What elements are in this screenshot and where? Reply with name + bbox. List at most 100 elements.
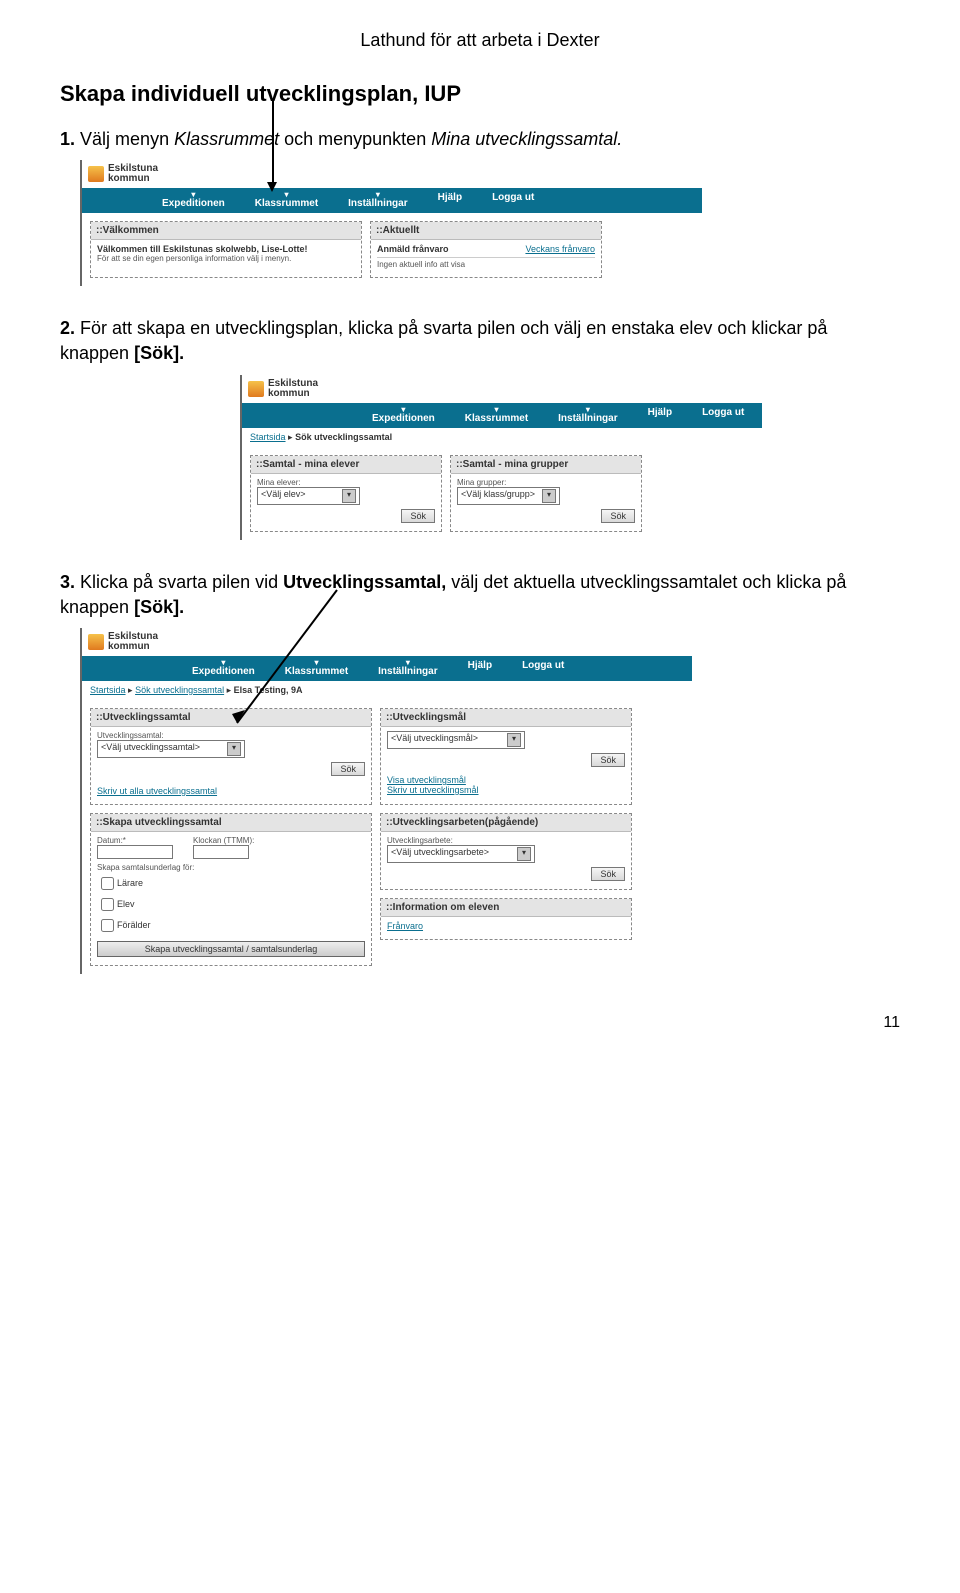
panel-mina-elever-hdr: ::Samtal - mina elever xyxy=(251,456,441,474)
doc-header: Lathund för att arbeta i Dexter xyxy=(60,30,900,51)
panel-mina-grupper: ::Samtal - mina grupper Mina grupper: <V… xyxy=(450,455,642,532)
nav-klassrummet[interactable]: Klassrummet xyxy=(255,192,318,209)
step-3-utv: Utvecklingssamtal, xyxy=(283,572,446,592)
panel-utvecklingsmal: ::Utvecklingsmål <Välj utvecklingsmål>▾ … xyxy=(380,708,632,805)
chevron-down-icon[interactable]: ▾ xyxy=(227,742,241,756)
chevron-down-icon[interactable]: ▾ xyxy=(542,489,556,503)
nav-installningar-3[interactable]: Inställningar xyxy=(378,660,437,677)
welcome-line-2: För att se din egen personliga informati… xyxy=(97,254,355,263)
nav-loggaut[interactable]: Logga ut xyxy=(492,192,534,209)
visa-mal-link[interactable]: Visa utvecklingsmål xyxy=(387,775,466,785)
step-1-text-b: och menypunkten xyxy=(279,129,431,149)
bc-startsida-3[interactable]: Startsida xyxy=(90,685,126,695)
step-2: 2. För att skapa en utvecklingsplan, kli… xyxy=(60,316,900,366)
step-1-mina: Mina utvecklingssamtal. xyxy=(431,129,622,149)
veckans-franvaro-link[interactable]: Veckans frånvaro xyxy=(525,244,595,254)
nav-hjalp-2[interactable]: Hjälp xyxy=(648,407,672,424)
sok-button-utv[interactable]: Sök xyxy=(331,762,365,776)
aktuellt-empty: Ingen aktuell info att visa xyxy=(377,257,595,269)
navbar-2: Expeditionen Klassrummet Inställningar H… xyxy=(242,403,762,428)
chk-foralder[interactable]: Förälder xyxy=(97,916,365,935)
mina-elever-lbl: Mina elever: xyxy=(257,478,435,487)
skapa-samtal-button[interactable]: Skapa utvecklingssamtal / samtalsunderla… xyxy=(97,941,365,957)
bc-current: Sök utvecklingssamtal xyxy=(295,432,392,442)
utv-lbl: Utvecklingssamtal: xyxy=(97,731,365,740)
sok-button-grupp[interactable]: Sök xyxy=(601,509,635,523)
panel-info-elev: ::Information om eleven Frånvaro xyxy=(380,898,632,940)
nav-loggaut-3[interactable]: Logga ut xyxy=(522,660,564,677)
nav-expeditionen-3[interactable]: Expeditionen xyxy=(192,660,255,677)
chevron-down-icon[interactable]: ▾ xyxy=(517,847,531,861)
skriv-ut-alla-link[interactable]: Skriv ut alla utvecklingssamtal xyxy=(97,786,217,796)
skriv-ut-mal-link[interactable]: Skriv ut utvecklingsmål xyxy=(387,785,479,795)
chevron-down-icon[interactable]: ▾ xyxy=(507,733,521,747)
nav-expeditionen-2[interactable]: Expeditionen xyxy=(372,407,435,424)
welcome-line-1: Välkommen till Eskilstunas skolwebb, Lis… xyxy=(97,244,355,254)
nav-klassrummet-3[interactable]: Klassrummet xyxy=(285,660,348,677)
panel-valkommen-hdr: ::Välkommen xyxy=(91,222,361,240)
sok-button-elev[interactable]: Sök xyxy=(401,509,435,523)
logo-row-3: Eskilstuna kommun xyxy=(82,628,692,656)
page-title: Skapa individuell utvecklingsplan, IUP xyxy=(60,81,900,107)
step-3-sok: [Sök]. xyxy=(134,597,184,617)
panel-utvarbeten-hdr: ::Utvecklingsarbeten(pågående) xyxy=(381,814,631,832)
utvarbete-lbl: Utvecklingsarbete: xyxy=(387,836,625,845)
datum-input[interactable] xyxy=(97,845,173,859)
chevron-down-icon[interactable]: ▾ xyxy=(342,489,356,503)
navbar: Expeditionen Klassrummet Inställningar H… xyxy=(82,188,702,213)
nav-installningar-2[interactable]: Inställningar xyxy=(558,407,617,424)
mina-grupper-lbl: Mina grupper: xyxy=(457,478,635,487)
select-utvarbete[interactable]: <Välj utvecklingsarbete>▾ xyxy=(387,845,535,863)
select-mal[interactable]: <Välj utvecklingsmål>▾ xyxy=(387,731,525,749)
bc-startsida[interactable]: Startsida xyxy=(250,432,286,442)
arrow-1 xyxy=(272,100,274,185)
logo-row: Eskilstuna kommun xyxy=(82,160,702,188)
panel-skapa-hdr: ::Skapa utvecklingssamtal xyxy=(91,814,371,832)
step-3-text-a: Klicka på svarta pilen vid xyxy=(80,572,283,592)
nav-expeditionen[interactable]: Expeditionen xyxy=(162,192,225,209)
kommun-name-2: kommun xyxy=(108,174,158,184)
sok-button-utvarbete[interactable]: Sök xyxy=(591,867,625,881)
nav-installningar[interactable]: Inställningar xyxy=(348,192,407,209)
franvaro-link[interactable]: Frånvaro xyxy=(387,921,423,931)
aktuellt-label: Anmäld frånvaro xyxy=(377,244,449,254)
panel-aktuellt: ::Aktuellt Anmäld frånvaro Veckans frånv… xyxy=(370,221,602,278)
nav-klassrummet-2[interactable]: Klassrummet xyxy=(465,407,528,424)
panel-utv-hdr: ::Utvecklingssamtal xyxy=(91,709,371,727)
datum-lbl: Datum:* xyxy=(97,836,173,845)
bc-sep: ▸ xyxy=(286,432,296,442)
nav-loggaut-2[interactable]: Logga ut xyxy=(702,407,744,424)
panel-valkommen: ::Välkommen Välkommen till Eskilstunas s… xyxy=(90,221,362,278)
step-1-klassrummet: Klassrummet xyxy=(174,129,279,149)
step-3: 3. Klicka på svarta pilen vid Utveckling… xyxy=(60,570,900,620)
arrow-1-head xyxy=(267,182,277,192)
panel-mina-grupper-hdr: ::Samtal - mina grupper xyxy=(451,456,641,474)
select-grupp[interactable]: <Välj klass/grupp>▾ xyxy=(457,487,560,505)
panel-mina-elever: ::Samtal - mina elever Mina elever: <Väl… xyxy=(250,455,442,532)
step-3-num: 3. xyxy=(60,572,75,592)
kommun-name-2b: kommun xyxy=(268,389,318,399)
nav-hjalp[interactable]: Hjälp xyxy=(438,192,462,209)
chk-larare[interactable]: Lärare xyxy=(97,874,365,893)
klockan-lbl: Klockan (TTMM): xyxy=(193,836,254,845)
panel-aktuellt-hdr: ::Aktuellt xyxy=(371,222,601,240)
step-1: 1. Välj menyn Klassrummet och menypunkte… xyxy=(60,127,900,152)
select-elev[interactable]: <Välj elev>▾ xyxy=(257,487,360,505)
breadcrumb-2: Startsida ▸ Sök utvecklingssamtal xyxy=(242,428,762,447)
panel-skapa: ::Skapa utvecklingssamtal Datum:* Klocka… xyxy=(90,813,372,966)
kommun-logo-icon-3 xyxy=(88,634,104,650)
nav-hjalp-3[interactable]: Hjälp xyxy=(468,660,492,677)
chk-elev[interactable]: Elev xyxy=(97,895,365,914)
page-number: 11 xyxy=(60,1014,900,1032)
select-utvecklingssamtal[interactable]: <Välj utvecklingssamtal>▾ xyxy=(97,740,245,758)
skapa-for-lbl: Skapa samtalsunderlag för: xyxy=(97,863,365,872)
klockan-input[interactable] xyxy=(193,845,249,859)
bc-current-3: Elsa Testing, 9A xyxy=(234,685,303,695)
panel-utvecklingssamtal: ::Utvecklingssamtal Utvecklingssamtal: <… xyxy=(90,708,372,805)
screenshot-2: Eskilstuna kommun Expeditionen Klassrumm… xyxy=(240,375,762,540)
kommun-logo-icon xyxy=(88,166,104,182)
sok-button-mal[interactable]: Sök xyxy=(591,753,625,767)
bc-sok-3[interactable]: Sök utvecklingssamtal xyxy=(135,685,224,695)
step-1-text-a: Välj menyn xyxy=(80,129,174,149)
kommun-name-2c: kommun xyxy=(108,642,158,652)
